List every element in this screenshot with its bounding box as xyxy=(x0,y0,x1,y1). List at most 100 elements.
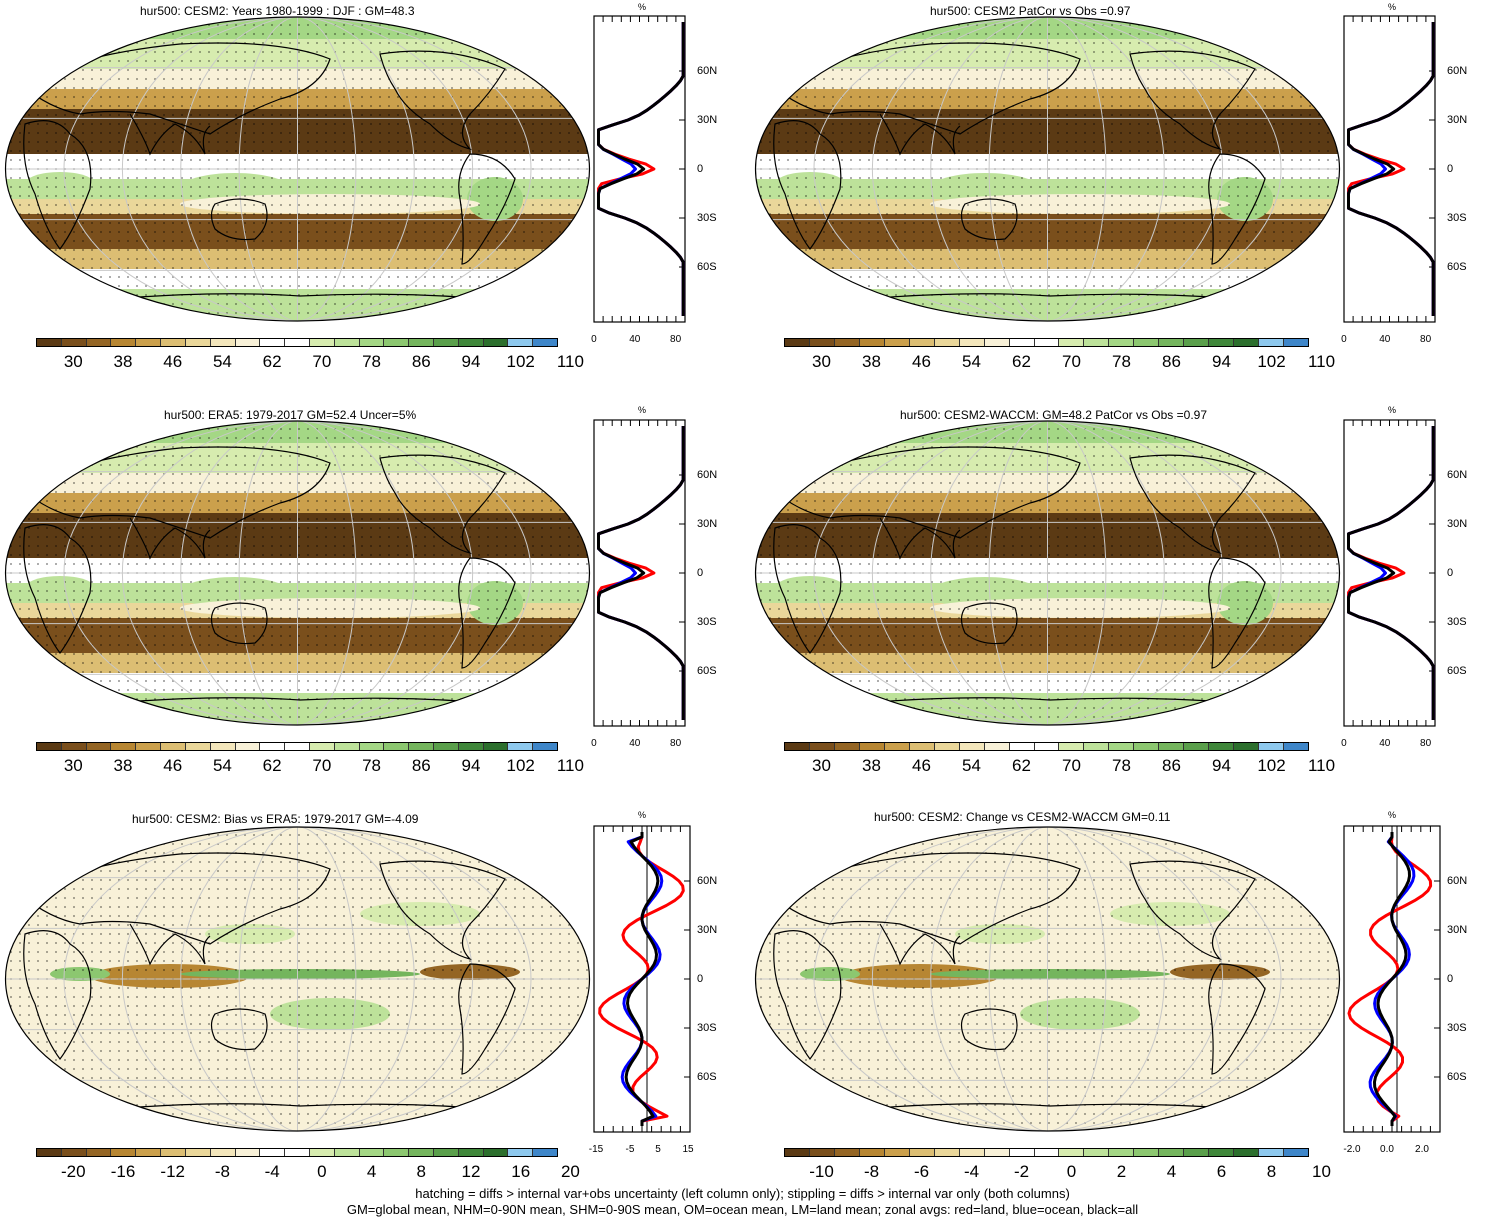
panel-title: hur500: CESM2: Change vs CESM2-WACCM GM=… xyxy=(874,810,1171,824)
colorbar-swatch xyxy=(1234,339,1260,346)
colorbar-swatch xyxy=(533,1149,558,1156)
zonal-mean-panel-6 xyxy=(1343,825,1441,1133)
colorbar-label: 110 xyxy=(556,756,584,775)
graticule xyxy=(755,827,1340,1131)
zonal-frame xyxy=(593,15,686,323)
zonal-x-label: 40 xyxy=(1379,738,1391,749)
colorbar-label: 46 xyxy=(912,756,931,775)
colorbar-label: -10 xyxy=(809,1162,834,1181)
colorbar-swatch xyxy=(1209,339,1235,346)
footer-line-1: hatching = diffs > internal var+obs unce… xyxy=(415,1186,1070,1201)
colorbar-label: 38 xyxy=(862,352,881,371)
colorbar xyxy=(784,742,1309,751)
colorbar-swatch xyxy=(1059,339,1085,346)
colorbar-swatch xyxy=(384,1149,410,1156)
colorbar-label: 46 xyxy=(163,756,183,775)
colorbar-swatch xyxy=(1209,743,1235,750)
colorbar-swatch xyxy=(409,1149,434,1156)
colorbar-swatch xyxy=(161,743,186,750)
graticule xyxy=(5,17,590,321)
unit-label: % xyxy=(637,810,647,820)
colorbar-swatch xyxy=(508,743,534,750)
colorbar-label: 4 xyxy=(1166,1162,1177,1181)
zonal-x-label: 80 xyxy=(670,738,682,749)
colorbar-label: 86 xyxy=(1162,756,1181,775)
map-border xyxy=(754,16,1341,322)
colorbar-label: 102 xyxy=(1257,756,1286,775)
colorbar-label: 94 xyxy=(1212,756,1231,775)
colorbar-swatch xyxy=(834,1149,860,1156)
colorbar-swatch xyxy=(285,339,310,346)
zonal-x-label: 0 xyxy=(1341,738,1347,749)
colorbar-label: 110 xyxy=(1307,756,1336,775)
colorbar xyxy=(784,1148,1309,1157)
colorbar-label: 0 xyxy=(317,1162,327,1181)
colorbar-swatch xyxy=(884,339,910,346)
map-border xyxy=(754,420,1341,726)
unit-label: % xyxy=(1387,810,1397,820)
colorbar-swatch xyxy=(1184,1149,1210,1156)
colorbar-label: 102 xyxy=(1257,352,1286,371)
lat-label: 60S xyxy=(697,665,717,677)
colorbar-label: 62 xyxy=(262,352,282,371)
colorbar-swatch xyxy=(1034,1149,1060,1156)
lat-label: 30N xyxy=(697,518,718,530)
lat-label: 30N xyxy=(697,924,718,936)
colorbar-swatch xyxy=(185,1149,211,1156)
lat-label: 60N xyxy=(697,65,718,77)
zonal-line-all xyxy=(624,832,660,1126)
colorbar-swatch xyxy=(161,339,186,346)
unit-label: % xyxy=(637,405,647,415)
colorbar-label: 78 xyxy=(1112,352,1131,371)
colorbar-swatch xyxy=(1184,339,1210,346)
colorbar-swatch xyxy=(334,1149,360,1156)
colorbar-swatch xyxy=(1034,339,1060,346)
colorbar-swatch xyxy=(136,743,162,750)
colorbar-label: -2 xyxy=(1013,1162,1030,1181)
zonal-line-ocean xyxy=(1347,22,1435,316)
zonal-x-label: 0 xyxy=(591,738,597,749)
lat-label: 30S xyxy=(697,212,717,224)
graticule xyxy=(755,421,1340,725)
colorbar-label: 70 xyxy=(1062,352,1081,371)
colorbar-swatch xyxy=(185,743,211,750)
map-panel-4 xyxy=(754,420,1341,726)
colorbar-label: 54 xyxy=(962,352,981,371)
zonal-line-all xyxy=(1373,832,1411,1126)
colorbar-label: 38 xyxy=(862,756,881,775)
zonal-x-label: 5 xyxy=(655,1144,661,1155)
colorbar-swatch xyxy=(1134,743,1160,750)
lat-label: 30S xyxy=(697,616,717,628)
colorbar-label: 102 xyxy=(506,352,535,371)
colorbar-swatch xyxy=(61,339,87,346)
colorbar-swatch xyxy=(111,339,137,346)
colorbar-swatch xyxy=(959,743,985,750)
colorbar-label: 78 xyxy=(362,756,382,775)
lat-label: 0 xyxy=(1447,973,1454,985)
colorbar-label: 94 xyxy=(1212,352,1231,371)
colorbar-swatch xyxy=(61,1149,87,1156)
map-panel-6 xyxy=(754,826,1341,1132)
map-border xyxy=(754,826,1341,1132)
colorbar-swatch xyxy=(359,743,385,750)
zonal-x-label: 80 xyxy=(670,334,682,345)
colorbar-swatch xyxy=(1084,743,1110,750)
colorbar-swatch xyxy=(785,339,810,346)
colorbar-label: 4 xyxy=(366,1162,377,1181)
lat-label: 30S xyxy=(697,1022,717,1034)
zonal-x-label: 40 xyxy=(629,738,641,749)
colorbar-swatch xyxy=(785,1149,810,1156)
zonal-x-label: 40 xyxy=(1379,334,1391,345)
colorbar-label: 8 xyxy=(416,1162,427,1181)
lat-label: 60S xyxy=(697,261,717,273)
colorbar-label: -4 xyxy=(264,1162,280,1181)
zonal-line-ocean xyxy=(597,22,685,316)
lat-label: 0 xyxy=(697,567,704,579)
colorbar-swatch xyxy=(384,339,410,346)
colorbar-swatch xyxy=(434,743,459,750)
colorbar-label: 30 xyxy=(63,756,83,775)
colorbar-label: 10 xyxy=(1312,1162,1331,1181)
colorbar-swatch xyxy=(1084,339,1110,346)
colorbar-swatch xyxy=(285,743,310,750)
colorbar-swatch xyxy=(434,1149,459,1156)
